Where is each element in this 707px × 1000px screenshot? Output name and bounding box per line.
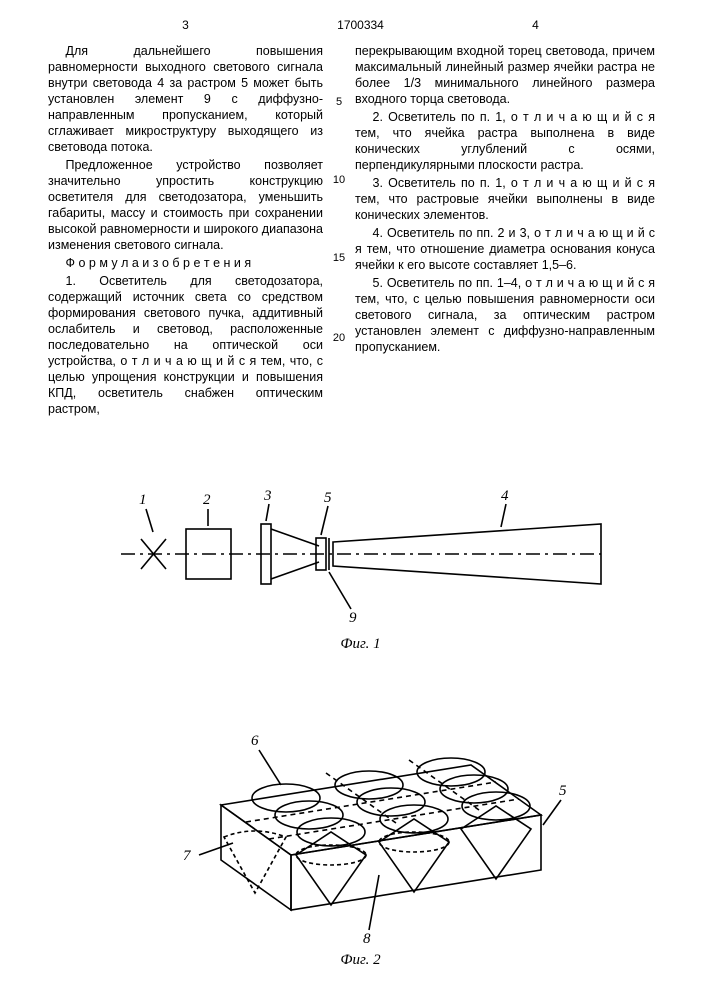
left-p2: Предложенное устройство позволяет значит… bbox=[48, 157, 323, 253]
formula-title-text: Ф о р м у л а и з о б р е т е н и я bbox=[66, 256, 252, 270]
page-num-left: 3 bbox=[48, 18, 323, 33]
claim-4: 4. Осветитель по пп. 2 и 3, о т л и ч а … bbox=[355, 225, 655, 273]
fig2-n6: 6 bbox=[251, 733, 259, 749]
patent-number: 1700334 bbox=[323, 18, 398, 33]
claim-2: 2. Осветитель по п. 1, о т л и ч а ю щ и… bbox=[355, 109, 655, 173]
fig1-n2: 2 bbox=[203, 492, 211, 508]
c5b: о т л и ч а ю щ и й с я bbox=[525, 276, 655, 290]
left-p1: Для дальнейшего повышения равномерности … bbox=[48, 43, 323, 155]
c1b: о т л и ч а ю щ и й с я bbox=[120, 354, 256, 368]
c2c: тем, что ячейка растра выполнена в виде … bbox=[355, 126, 655, 172]
c3c: тем, что растровые ячейки выполнены в ви… bbox=[355, 192, 655, 222]
fig1-svg: 1 2 3 5 4 9 bbox=[101, 474, 621, 629]
fig1-n4: 4 bbox=[501, 488, 509, 504]
c5a: 5. Осветитель по пп. 1–4, bbox=[373, 276, 526, 290]
fig2-n5: 5 bbox=[559, 783, 567, 799]
c2b: о т л и ч а ю щ и й с я bbox=[511, 110, 655, 124]
fig1-n1: 1 bbox=[139, 492, 147, 508]
figure-2: 6 7 8 5 Фиг. 2 bbox=[48, 725, 673, 970]
c3b: о т л и ч а ю щ и й с я bbox=[511, 176, 655, 190]
ln-20: 20 bbox=[333, 331, 345, 345]
fig2-svg: 6 7 8 5 bbox=[151, 725, 571, 945]
fig2-n7: 7 bbox=[183, 848, 192, 864]
fig1-n9: 9 bbox=[349, 610, 357, 626]
fig1-label: Фиг. 1 bbox=[48, 635, 673, 654]
figure-1: 1 2 3 5 4 9 Фиг. 1 bbox=[48, 474, 673, 654]
ln-10: 10 bbox=[333, 173, 345, 187]
page-num-right: 4 bbox=[398, 18, 673, 33]
text-columns: Для дальнейшего повышения равномерности … bbox=[48, 43, 673, 419]
fig2-n8: 8 bbox=[363, 931, 371, 945]
claim-3: 3. Осветитель по п. 1, о т л и ч а ю щ и… bbox=[355, 175, 655, 223]
claim-5: 5. Осветитель по пп. 1–4, о т л и ч а ю … bbox=[355, 275, 655, 355]
right-column: перекрывающим входной торец световода, п… bbox=[349, 43, 655, 419]
c5c: тем, что, с целью повышения равномерност… bbox=[355, 292, 655, 354]
patent-page: 3 1700334 4 Для дальнейшего повышения ра… bbox=[0, 0, 707, 990]
fig2-label: Фиг. 2 bbox=[48, 951, 673, 970]
header: 3 1700334 4 bbox=[48, 18, 673, 33]
left-column: Для дальнейшего повышения равномерности … bbox=[48, 43, 329, 419]
claim-1: 1. Осветитель для светодозатора, содержа… bbox=[48, 273, 323, 417]
line-number-gutter: 5 10 15 20 bbox=[329, 43, 349, 419]
c2a: 2. Осветитель по п. 1, bbox=[373, 110, 511, 124]
formula-title: Ф о р м у л а и з о б р е т е н и я bbox=[48, 255, 323, 271]
claim-1-cont: перекрывающим входной торец световода, п… bbox=[355, 43, 655, 107]
ln-5: 5 bbox=[336, 95, 342, 109]
c4a: 4. Осветитель по пп. 2 и 3, bbox=[373, 226, 535, 240]
ln-15: 15 bbox=[333, 251, 345, 265]
c3a: 3. Осветитель по п. 1, bbox=[373, 176, 511, 190]
fig1-n5: 5 bbox=[324, 490, 332, 506]
c4c: тем, что отношение диаметра основания ко… bbox=[355, 242, 655, 272]
fig1-n3: 3 bbox=[263, 488, 272, 504]
